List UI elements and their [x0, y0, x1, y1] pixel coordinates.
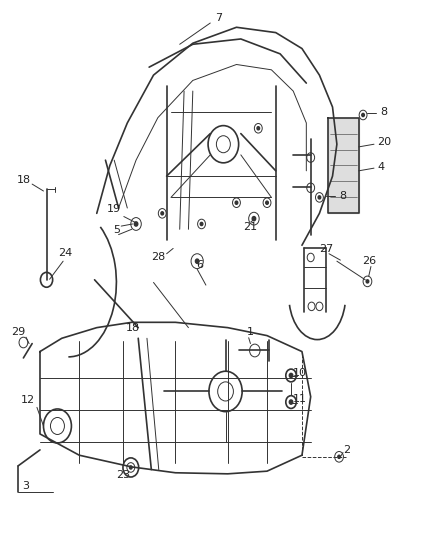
Text: 20: 20: [377, 136, 391, 147]
Circle shape: [289, 373, 293, 377]
Text: 19: 19: [107, 204, 121, 214]
Circle shape: [130, 466, 132, 469]
Text: 26: 26: [363, 256, 377, 266]
Text: 8: 8: [381, 107, 388, 117]
Text: 5: 5: [113, 225, 120, 236]
Text: 21: 21: [244, 222, 258, 232]
Text: 2: 2: [343, 445, 350, 455]
Text: 8: 8: [339, 191, 346, 201]
Circle shape: [134, 222, 138, 226]
Text: 18: 18: [126, 322, 140, 333]
Text: 28: 28: [152, 252, 166, 262]
Text: 23: 23: [116, 470, 130, 480]
Text: 7: 7: [215, 13, 223, 23]
Text: 29: 29: [11, 327, 25, 337]
Circle shape: [252, 216, 256, 221]
Text: 10: 10: [293, 368, 307, 378]
Circle shape: [338, 455, 340, 458]
Circle shape: [289, 400, 293, 404]
Circle shape: [161, 212, 163, 215]
Text: 12: 12: [21, 395, 35, 406]
Text: 11: 11: [293, 394, 307, 405]
Circle shape: [195, 259, 199, 263]
Text: 6: 6: [197, 261, 204, 270]
Text: 27: 27: [319, 245, 333, 254]
Text: 18: 18: [16, 175, 31, 185]
Text: 1: 1: [247, 327, 254, 337]
Text: 24: 24: [58, 248, 72, 258]
Circle shape: [366, 280, 369, 283]
Circle shape: [257, 127, 260, 130]
Text: 4: 4: [377, 161, 384, 172]
Text: 3: 3: [22, 481, 29, 490]
Circle shape: [200, 222, 203, 225]
Circle shape: [235, 201, 238, 204]
Circle shape: [318, 196, 321, 199]
Circle shape: [362, 114, 364, 117]
Circle shape: [266, 201, 268, 204]
